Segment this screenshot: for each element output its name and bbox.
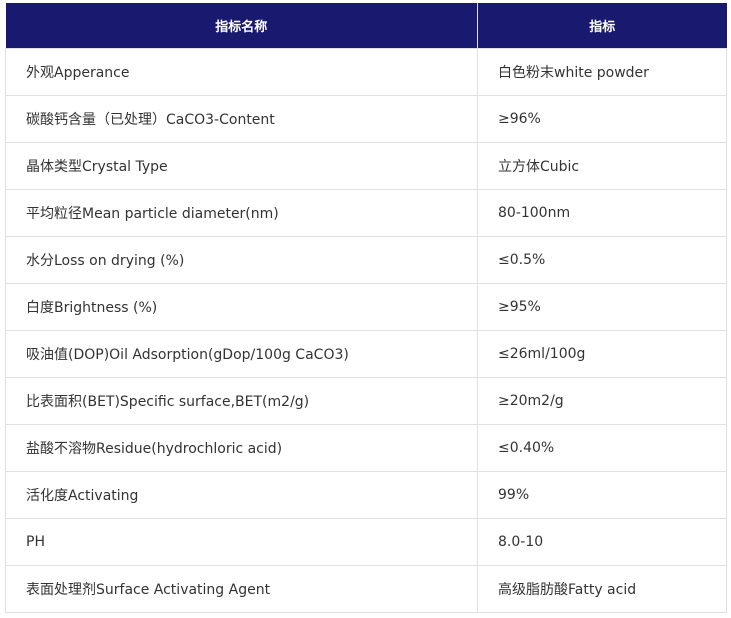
table-row: 活化度Activating 99% (5, 471, 727, 519)
indicator-name-cell: 活化度Activating (5, 471, 478, 519)
indicator-name-cell: 晶体类型Crystal Type (5, 142, 478, 190)
indicator-name-cell: 平均粒径Mean particle diameter(nm) (5, 189, 478, 237)
indicator-value-cell: ≤0.5% (477, 236, 727, 284)
indicator-name-cell: 水分Loss on drying (%) (5, 236, 478, 284)
indicator-value-cell: ≥95% (477, 283, 727, 331)
indicator-name-cell: 盐酸不溶物Residue(hydrochloric acid) (5, 424, 478, 472)
indicator-value-cell: 白色粉末white powder (477, 48, 727, 96)
indicator-value-cell: ≥20m2/g (477, 377, 727, 425)
specification-table: 指标名称 指标 外观Apperance 白色粉末white powder 碳酸钙含量… (5, 3, 727, 613)
table-row: 盐酸不溶物Residue(hydrochloric acid) ≤0.40% (5, 424, 727, 472)
table-header-row: 指标名称 指标 (5, 3, 727, 49)
indicator-name-cell: 吸油值(DOP)Oil Adsorption(gDop/100g CaCO3) (5, 330, 478, 378)
table-row: PH 8.0-10 (5, 518, 727, 566)
table-row: 比表面积(BET)Specific surface,BET(m2/g) ≥20m2… (5, 377, 727, 425)
table-row: 外观Apperance 白色粉末white powder (5, 48, 727, 96)
table-row: 平均粒径Mean particle diameter(nm) 80-100nm (5, 189, 727, 237)
table-row: 表面处理剂Surface Activating Agent 高级脂肪酸Fatty … (5, 565, 727, 613)
indicator-name-cell: 碳酸钙含量（已处理）CaCO3-Content (5, 95, 478, 143)
indicator-value-cell: ≥96% (477, 95, 727, 143)
indicator-value-cell: 8.0-10 (477, 518, 727, 566)
indicator-name-cell: 表面处理剂Surface Activating Agent (5, 565, 478, 613)
indicator-value-cell: 80-100nm (477, 189, 727, 237)
indicator-name-cell: PH (5, 518, 478, 566)
table-row: 碳酸钙含量（已处理）CaCO3-Content ≥96% (5, 95, 727, 143)
indicator-name-cell: 比表面积(BET)Specific surface,BET(m2/g) (5, 377, 478, 425)
indicator-value-cell: ≤26ml/100g (477, 330, 727, 378)
indicator-name-cell: 白度Brightness (%) (5, 283, 478, 331)
table-row: 水分Loss on drying (%) ≤0.5% (5, 236, 727, 284)
indicator-value-cell: ≤0.40% (477, 424, 727, 472)
header-indicator-name: 指标名称 (5, 3, 478, 49)
table-row: 晶体类型Crystal Type 立方体Cubic (5, 142, 727, 190)
indicator-value-cell: 高级脂肪酸Fatty acid (477, 565, 727, 613)
indicator-value-cell: 立方体Cubic (477, 142, 727, 190)
indicator-value-cell: 99% (477, 471, 727, 519)
table-row: 吸油值(DOP)Oil Adsorption(gDop/100g CaCO3) ≤… (5, 330, 727, 378)
header-indicator-value: 指标 (477, 3, 727, 49)
table-row: 白度Brightness (%) ≥95% (5, 283, 727, 331)
indicator-name-cell: 外观Apperance (5, 48, 478, 96)
